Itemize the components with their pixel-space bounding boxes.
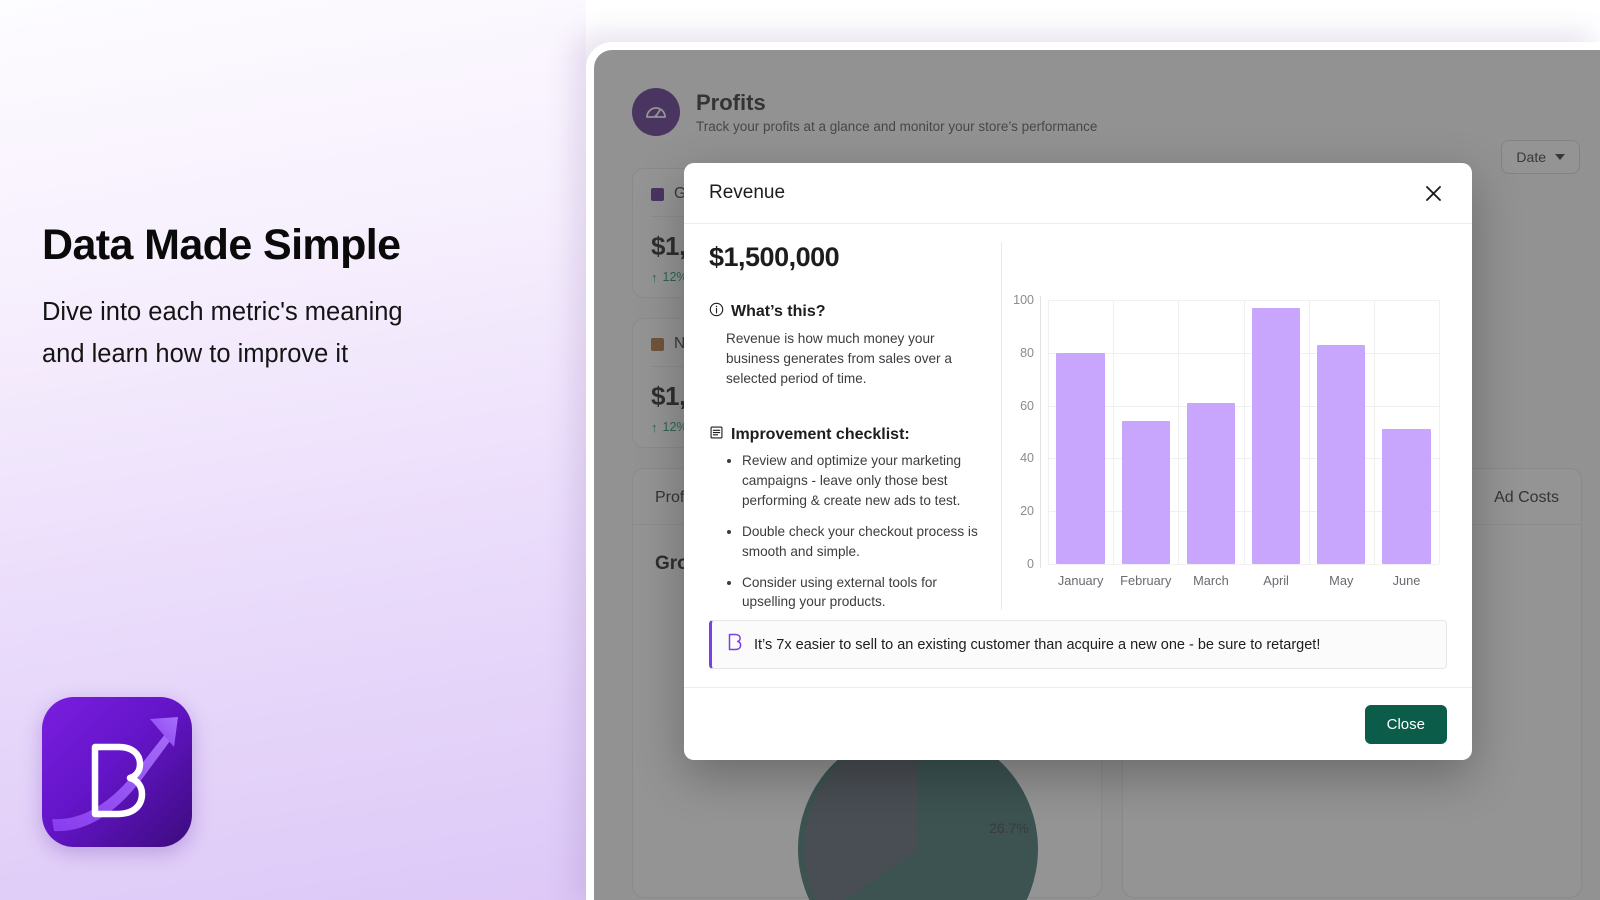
page-subtitle: Dive into each metric's meaning and lear… xyxy=(42,292,542,376)
gauge-icon xyxy=(632,88,680,136)
bar-slot xyxy=(1244,300,1309,564)
page-title: Data Made Simple xyxy=(42,221,401,269)
y-tick-label: 80 xyxy=(1020,345,1034,360)
modal-info-column: $1,500,000 What’s this? Revenue is how m… xyxy=(709,242,1001,610)
revenue-detail-modal: Revenue $1,500,000 xyxy=(684,163,1472,760)
bar-slot xyxy=(1309,300,1374,564)
tip-text: It’s 7x easier to sell to an existing cu… xyxy=(754,636,1321,653)
chevron-down-icon xyxy=(1555,154,1565,160)
list-item: Consider using external tools for upsell… xyxy=(742,573,987,613)
b-arrow-logo-icon xyxy=(42,697,192,847)
y-tick-label: 0 xyxy=(1027,557,1034,571)
x-axis-tick-labels: January February March April May June xyxy=(1048,573,1439,588)
bar[interactable] xyxy=(1121,421,1170,564)
chart-plot-area: 0 20 40 60 80 100 xyxy=(1002,293,1440,571)
x-tick-label: February xyxy=(1120,573,1172,588)
list-item: Double check your checkout process is sm… xyxy=(742,522,987,562)
x-tick-label: May xyxy=(1329,573,1354,588)
bar-slot xyxy=(1374,300,1439,564)
close-button[interactable]: Close xyxy=(1364,704,1447,744)
dashboard-title: Profits xyxy=(696,89,766,115)
x-tick-label: March xyxy=(1193,573,1229,588)
revenue-bar-chart: 0 20 40 60 80 100 January February March April Ma… xyxy=(1001,242,1447,610)
bar-slot xyxy=(1178,300,1243,564)
y-axis-tick-labels: 0 20 40 60 80 100 xyxy=(1002,293,1040,571)
list-item: Review and optimize your marketing campa… xyxy=(742,451,987,511)
modal-header: Revenue xyxy=(684,163,1472,224)
modal-body: $1,500,000 What’s this? Revenue is how m… xyxy=(684,224,1472,610)
modal-footer: Close xyxy=(684,687,1472,760)
checklist-label: Improvement checklist: xyxy=(731,426,910,444)
marketing-panel: Data Made Simple Dive into each metric's… xyxy=(0,0,586,900)
date-filter-label: Date xyxy=(1516,149,1546,165)
color-swatch xyxy=(651,337,664,351)
y-tick-label: 40 xyxy=(1020,451,1034,466)
close-icon[interactable] xyxy=(1418,178,1448,208)
improvement-checklist: Review and optimize your marketing campa… xyxy=(709,451,987,612)
bar[interactable] xyxy=(1186,402,1236,564)
metric-value: $1,500,000 xyxy=(709,242,840,272)
bar[interactable] xyxy=(1317,344,1366,564)
dashboard-header: Profits Track your profits at a glance a… xyxy=(632,88,1097,136)
bar[interactable] xyxy=(1056,352,1105,564)
b-logo-icon xyxy=(726,632,743,657)
bar-series xyxy=(1048,300,1439,564)
bar[interactable] xyxy=(1382,429,1431,564)
pie-percent-label: 26.7% xyxy=(989,820,1029,836)
whats-this-heading: What’s this? xyxy=(709,302,987,322)
gridline xyxy=(1048,564,1439,565)
arrow-up-icon: ↑ xyxy=(651,269,658,285)
bar-slot xyxy=(1048,300,1113,564)
arrow-up-icon: ↑ xyxy=(651,419,658,435)
tip-container: It’s 7x easier to sell to an existing cu… xyxy=(684,610,1472,687)
color-swatch xyxy=(651,187,664,201)
info-circle-icon xyxy=(709,302,724,322)
x-tick-label: June xyxy=(1392,573,1421,588)
bar[interactable] xyxy=(1251,307,1301,564)
y-tick-label: 60 xyxy=(1020,398,1034,413)
tip-banner: It’s 7x easier to sell to an existing cu… xyxy=(709,620,1447,669)
subtitle-line-2: and learn how to improve it xyxy=(42,339,349,368)
whats-this-body: Revenue is how much money your business … xyxy=(726,331,952,387)
document-list-icon xyxy=(709,425,724,445)
chart-plot xyxy=(1048,300,1440,565)
vertical-gridline xyxy=(1439,300,1440,564)
x-tick-label: January xyxy=(1057,573,1104,588)
whats-this-label: What’s this? xyxy=(731,303,826,320)
modal-title: Revenue xyxy=(709,182,786,203)
checklist-heading: Improvement checklist: xyxy=(709,425,987,445)
y-tick-label: 100 xyxy=(1013,293,1034,307)
date-filter-button[interactable]: Date xyxy=(1501,140,1580,174)
subtitle-line-1: Dive into each metric's meaning xyxy=(42,298,403,326)
y-tick-label: 20 xyxy=(1020,504,1034,519)
x-tick-label: April xyxy=(1263,573,1289,588)
dashboard-subtitle: Track your profits at a glance and monit… xyxy=(696,119,1098,135)
bar-slot xyxy=(1113,300,1178,564)
